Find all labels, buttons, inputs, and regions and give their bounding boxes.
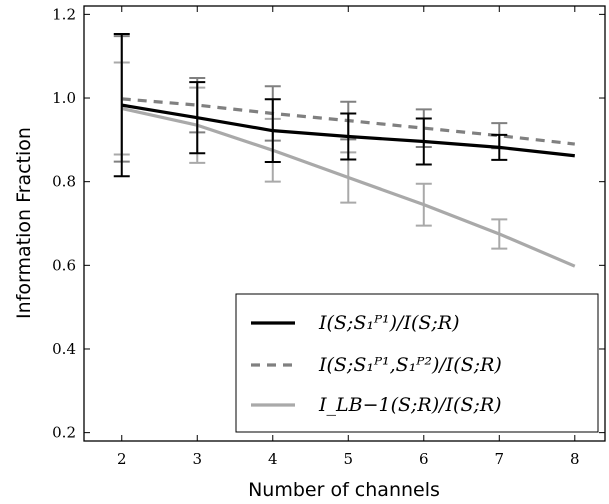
x-tick-label: 6 [419,450,429,468]
x-tick-label: 5 [344,450,354,468]
x-tick-label: 4 [268,450,278,468]
series-layer [113,33,576,268]
y-tick-label: 0.4 [52,340,76,358]
series-1 [113,33,575,178]
plot-frame [83,5,606,442]
y-tick-label: 1.0 [52,89,76,107]
x-tick-label: 7 [495,450,505,468]
legend: I(S;S₁ᴾ¹)/I(S;R) I(S;S₁ᴾ¹,S₁ᴾ²)/I(S;R) I… [235,293,599,433]
y-tick-label: 0.8 [52,173,76,191]
series-line [121,103,575,158]
x-axis-label: Number of channels [248,479,440,501]
y-tick-label: 0.2 [52,424,76,442]
y-tick-label: 0.6 [52,256,76,274]
legend-entry-3: I_LB−1(S;R)/I(S;R) [251,394,502,416]
legend-entry-1: I(S;S₁ᴾ¹)/I(S;R) [251,312,460,334]
y-tick-label: 1.2 [52,5,76,23]
x-tick-label: 2 [117,450,127,468]
y-axis-label: Information Fraction [13,127,35,319]
tick-layer: 2 3 4 5 6 7 8 0.2 0.4 0.6 0.8 1.0 1.2 [52,5,605,468]
x-tick-label: 3 [192,450,202,468]
legend-label-2: I(S;S₁ᴾ¹,S₁ᴾ²)/I(S;R) [318,354,502,376]
legend-label-3: I_LB−1(S;R)/I(S;R) [318,394,502,416]
legend-label-1: I(S;S₁ᴾ¹)/I(S;R) [318,312,460,334]
legend-box [235,293,599,433]
legend-entry-2: I(S;S₁ᴾ¹,S₁ᴾ²)/I(S;R) [251,354,502,376]
x-tick-label: 8 [570,450,580,468]
